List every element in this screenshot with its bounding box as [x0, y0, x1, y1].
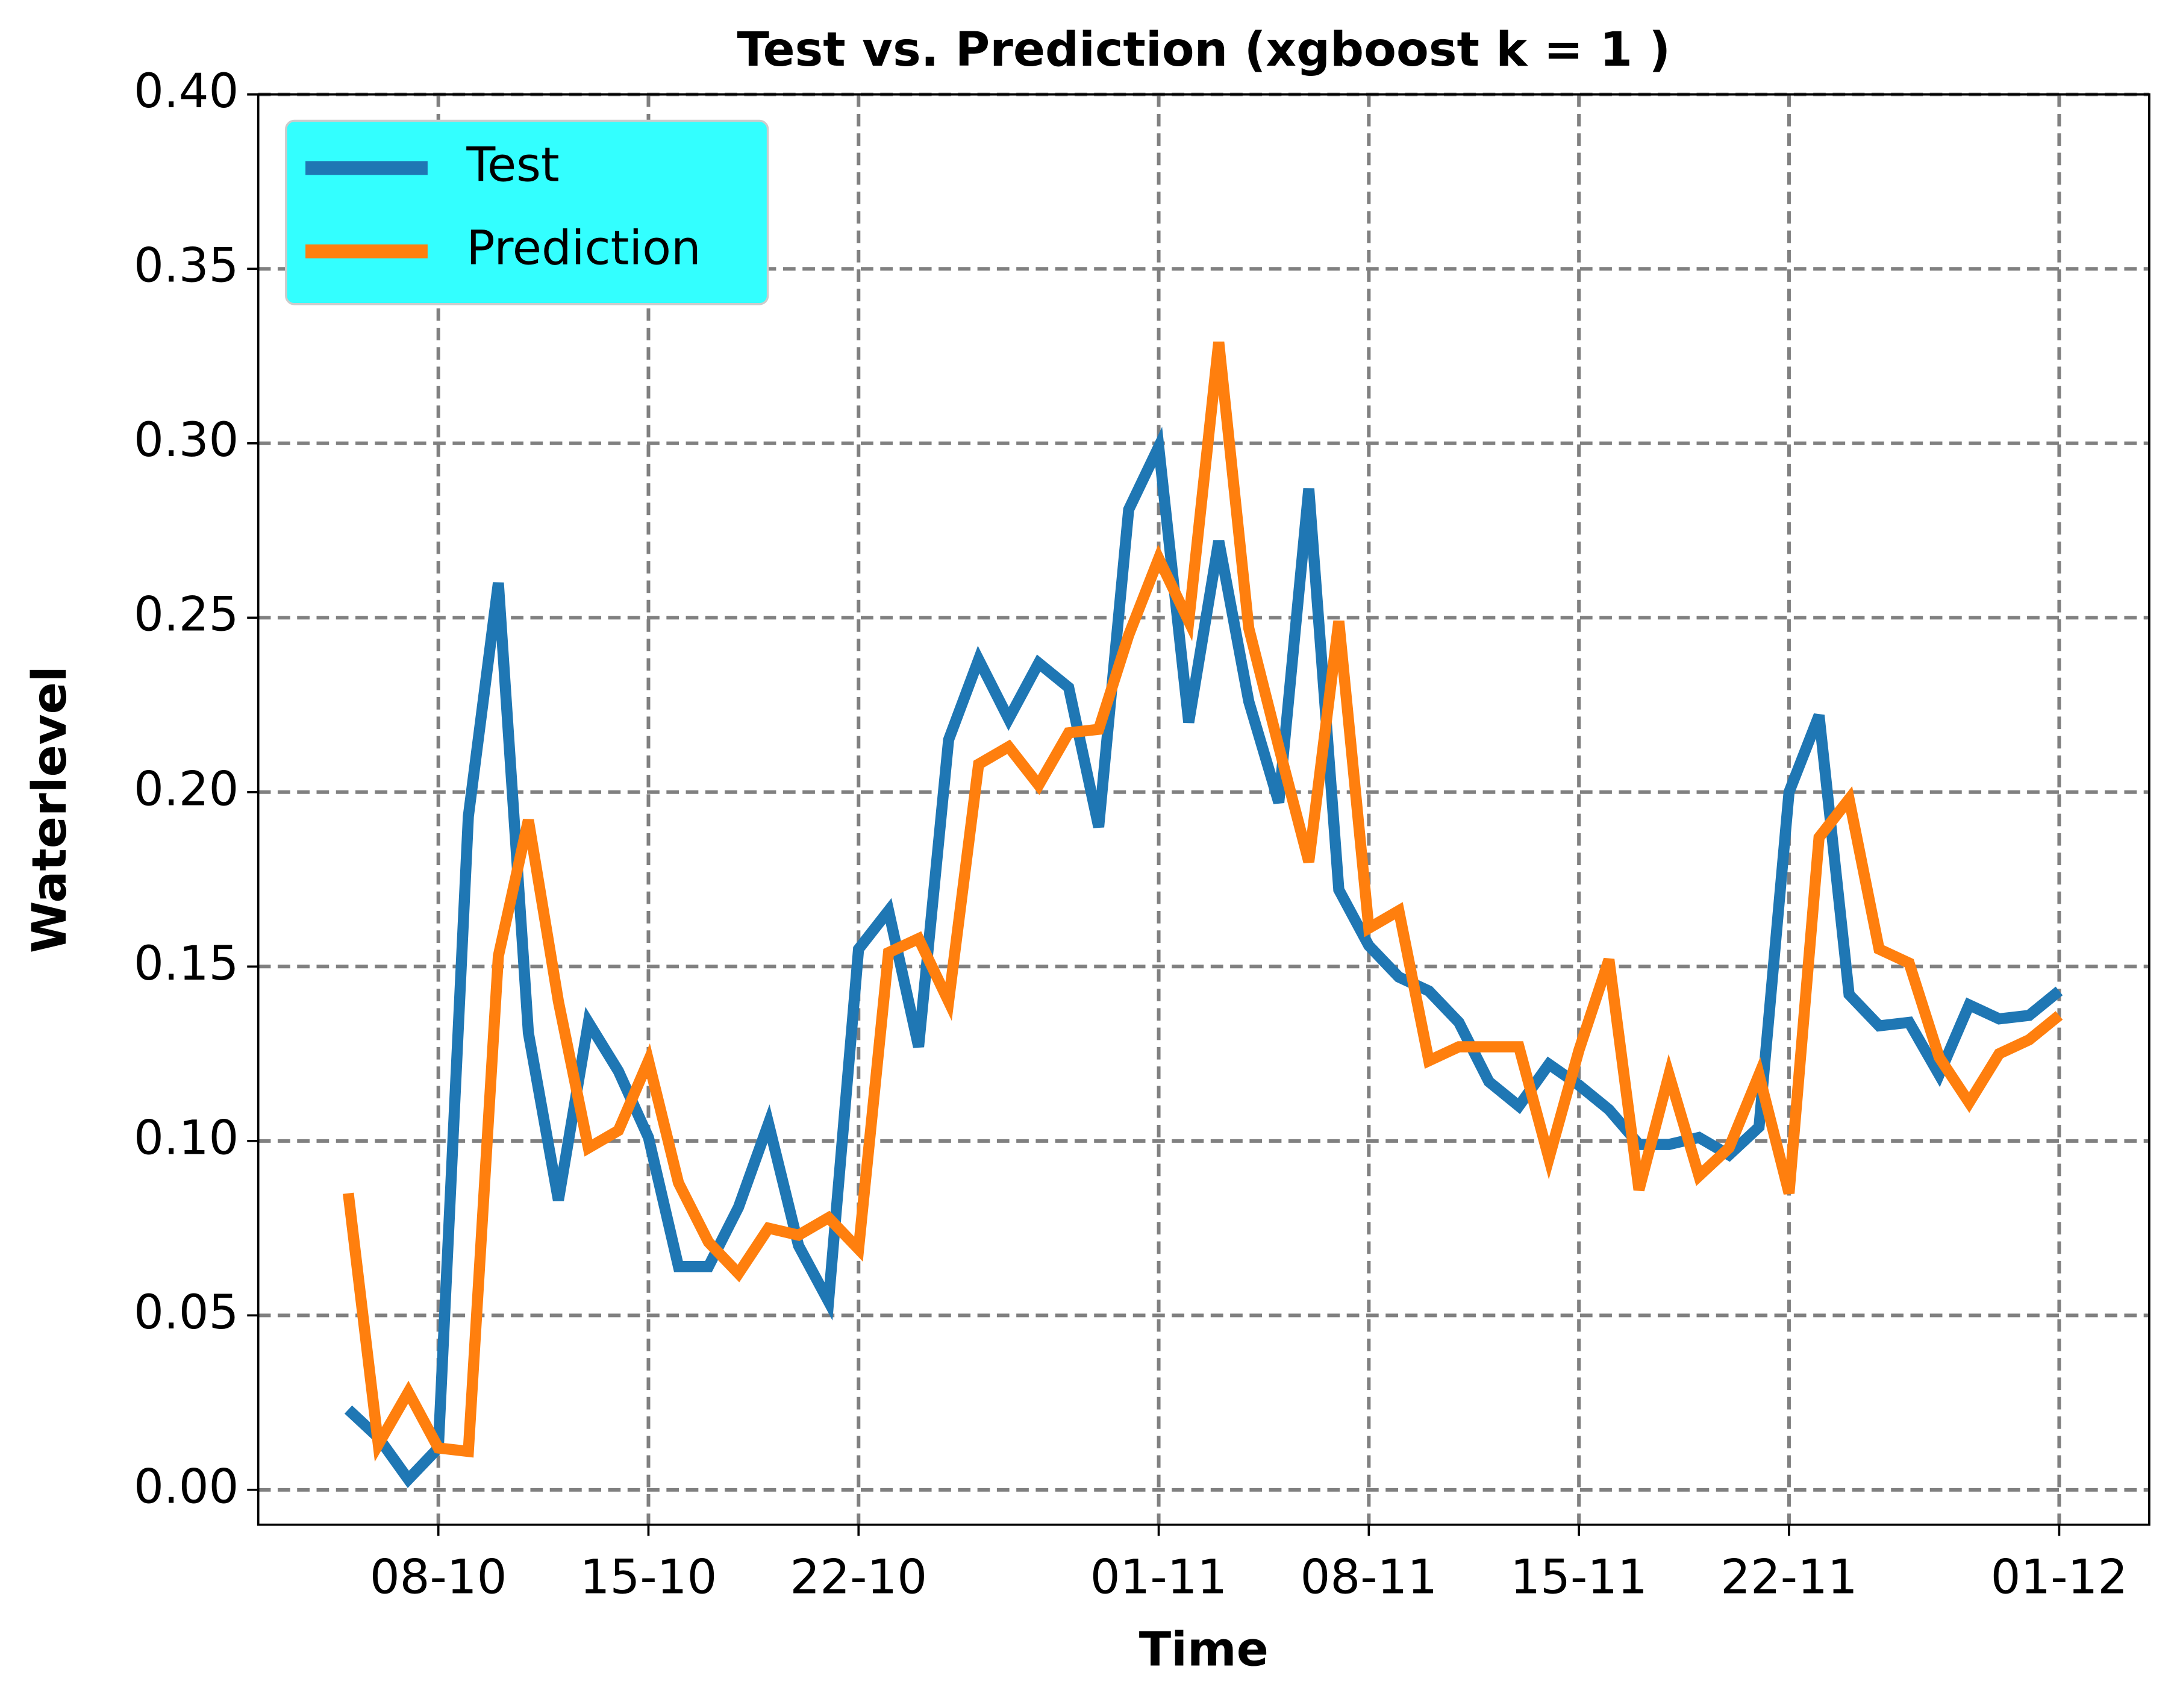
y-tick-label: 0.35: [134, 239, 239, 293]
x-tick-label: 08-10: [370, 1550, 507, 1604]
legend-label: Prediction: [466, 221, 701, 276]
y-tick-label: 0.10: [134, 1110, 239, 1165]
x-tick-label: 01-12: [1991, 1550, 2128, 1604]
y-tick-label: 0.05: [134, 1285, 239, 1340]
plot-lines: [343, 341, 2063, 1488]
y-tick-label: 0.30: [134, 413, 239, 468]
legend-label: Test: [466, 137, 559, 192]
y-tick-label: 0.40: [134, 64, 239, 119]
plot-frame: [257, 93, 2150, 1526]
y-tick-label: 0.00: [134, 1459, 239, 1514]
chart-title: Test vs. Prediction (xgboost k = 1 ): [737, 22, 1670, 77]
x-tick-label: 08-11: [1301, 1550, 1438, 1604]
x-tick-label: 15-11: [1510, 1550, 1648, 1604]
legend: Test Prediction: [285, 119, 769, 305]
y-axis-label: Waterlevel: [22, 666, 77, 953]
x-tick-label: 01-11: [1090, 1550, 1228, 1604]
x-axis-label: Time: [1139, 1622, 1269, 1677]
data-line: [343, 341, 2063, 1462]
x-tick-label: 22-11: [1720, 1550, 1858, 1604]
y-tick-label: 0.25: [134, 587, 239, 642]
x-tick-label: 15-10: [580, 1550, 717, 1604]
ticks: 0.00 0.05 0.10 0.15 0.20 0.25 0.30 0.35 0.40 08-1…: [134, 64, 2128, 1604]
x-tick-label: 22-10: [790, 1550, 927, 1604]
y-tick-label: 0.20: [134, 762, 239, 816]
y-tick-label: 0.15: [134, 936, 239, 991]
